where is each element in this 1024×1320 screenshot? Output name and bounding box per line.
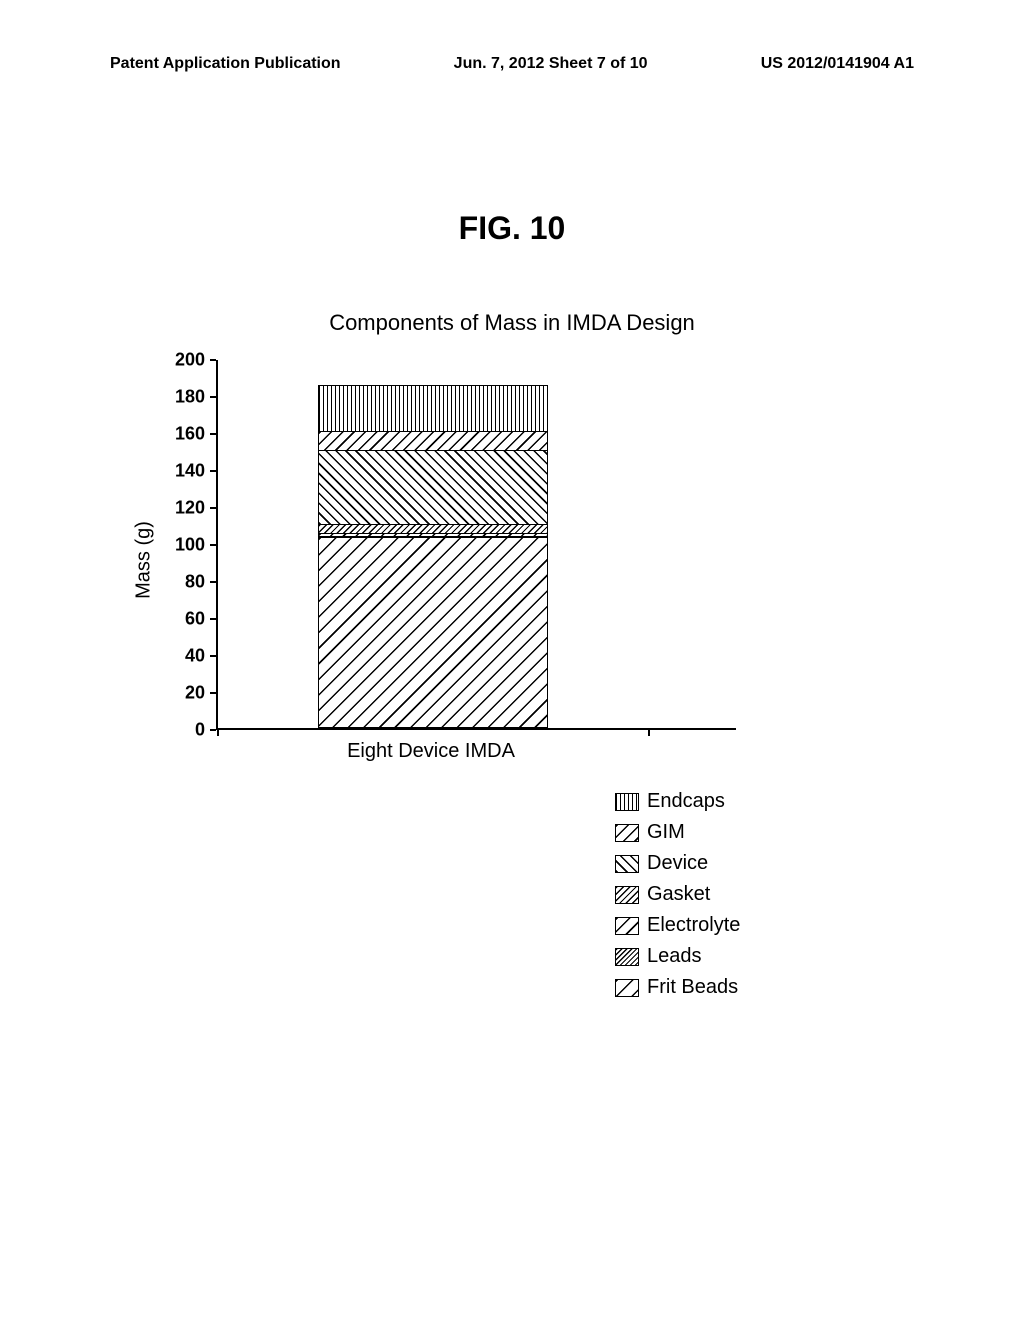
figure-label: FIG. 10 <box>0 210 1024 247</box>
y-tick-label: 20 <box>160 683 205 704</box>
y-tick-label: 120 <box>160 498 205 519</box>
legend: Endcaps GIM Device Gasket Electrolyte Leads Fr… <box>615 790 740 1007</box>
y-tick-mark <box>210 692 216 694</box>
y-tick-mark <box>210 359 216 361</box>
chart-title: Components of Mass in IMDA Design <box>0 310 1024 336</box>
legend-item: Leads <box>615 945 740 968</box>
legend-swatch <box>615 979 639 997</box>
bar-segment <box>318 537 548 728</box>
y-tick-label: 0 <box>160 720 205 741</box>
header-center: Jun. 7, 2012 Sheet 7 of 10 <box>454 55 648 73</box>
bar-segment <box>318 385 548 431</box>
legend-swatch <box>615 793 639 811</box>
legend-swatch <box>615 948 639 966</box>
y-tick-mark <box>210 396 216 398</box>
legend-swatch <box>615 855 639 873</box>
legend-item: Gasket <box>615 883 740 906</box>
y-tick-label: 140 <box>160 461 205 482</box>
plot-area <box>216 360 736 730</box>
legend-label: Leads <box>647 945 702 968</box>
y-tick-mark <box>210 729 216 731</box>
y-tick-label: 180 <box>160 387 205 408</box>
y-tick-mark <box>210 470 216 472</box>
legend-label: Gasket <box>647 883 710 906</box>
y-tick-label: 100 <box>160 535 205 556</box>
legend-label: Electrolyte <box>647 914 740 937</box>
chart-container: Mass (g) Eight Device IMDA 0204060801001… <box>170 360 770 760</box>
header-left: Patent Application Publication <box>110 55 341 73</box>
y-tick-label: 80 <box>160 572 205 593</box>
y-tick-label: 160 <box>160 424 205 445</box>
x-tick <box>648 728 650 736</box>
legend-swatch <box>615 886 639 904</box>
legend-swatch <box>615 917 639 935</box>
x-tick <box>217 728 219 736</box>
y-tick-label: 40 <box>160 646 205 667</box>
legend-label: Device <box>647 852 708 875</box>
bar-segment <box>318 450 548 524</box>
header-right: US 2012/0141904 A1 <box>761 55 914 73</box>
legend-item: Device <box>615 852 740 875</box>
y-tick-mark <box>210 544 216 546</box>
legend-item: Endcaps <box>615 790 740 813</box>
y-tick-label: 200 <box>160 350 205 371</box>
legend-swatch <box>615 824 639 842</box>
y-tick-mark <box>210 433 216 435</box>
y-tick-mark <box>210 507 216 509</box>
y-tick-label: 60 <box>160 609 205 630</box>
legend-label: Endcaps <box>647 790 725 813</box>
bar-segment <box>318 524 548 533</box>
y-tick-mark <box>210 655 216 657</box>
y-tick-mark <box>210 618 216 620</box>
y-axis-label: Mass (g) <box>132 521 155 599</box>
legend-label: Frit Beads <box>647 976 738 999</box>
legend-item: GIM <box>615 821 740 844</box>
bar-segment <box>318 431 548 450</box>
page-header: Patent Application Publication Jun. 7, 2… <box>0 55 1024 73</box>
legend-item: Frit Beads <box>615 976 740 999</box>
legend-item: Electrolyte <box>615 914 740 937</box>
x-category-label: Eight Device IMDA <box>216 740 646 763</box>
stacked-bar <box>318 385 548 728</box>
legend-label: GIM <box>647 821 685 844</box>
y-tick-mark <box>210 581 216 583</box>
